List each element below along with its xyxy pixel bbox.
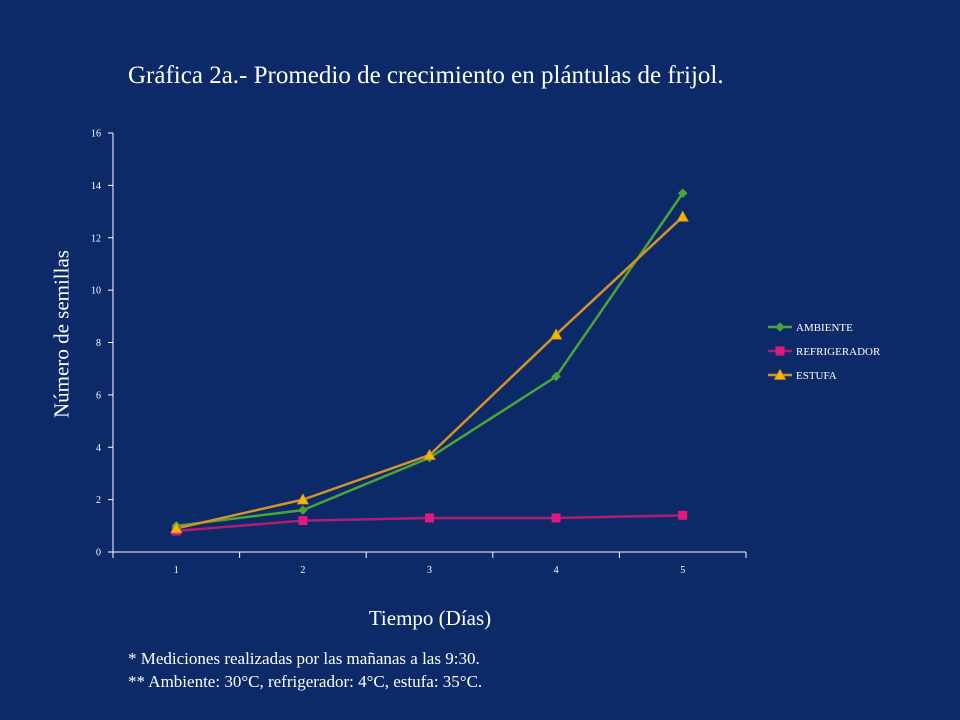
x-tick-label: 2: [300, 565, 305, 576]
footnote-time: * Mediciones realizadas por las mañanas …: [128, 649, 480, 668]
x-axis-label: Tiempo (Días): [368, 606, 492, 630]
y-tick-label: 4: [96, 443, 101, 454]
data-point-estufa: [423, 448, 436, 460]
y-tick-label: 16: [91, 129, 101, 140]
chart-title: Gráfica 2a.- Promedio de crecimiento en …: [128, 62, 724, 89]
y-tick-label: 2: [96, 495, 101, 506]
chart-series: [170, 188, 689, 536]
y-tick-label: 0: [96, 548, 101, 559]
series-line-ambiente: [176, 192, 684, 528]
x-tick-label: 5: [680, 565, 685, 576]
data-point-estufa: [549, 328, 563, 340]
legend-label-ambiente: AMBIENTE: [796, 322, 853, 334]
data-point-estufa: [296, 493, 310, 505]
data-point-estufa: [170, 522, 183, 534]
legend-marker: [775, 322, 785, 332]
legend-marker: [775, 346, 785, 356]
data-point-ambiente: [298, 505, 308, 515]
chart-legend: AMBIENTE REFRIGERADOR ESTUFA: [768, 322, 881, 382]
legend-label-refrigerador: REFRIGERADOR: [796, 346, 881, 358]
footnotes: * Mediciones realizadas por las mañanas …: [128, 647, 482, 693]
y-tick-label: 10: [91, 286, 101, 297]
footnote-temperatures: ** Ambiente: 30°C, refrigerador: 4°C, es…: [128, 672, 483, 691]
series-line-estufa: [176, 215, 684, 530]
x-tick-label: 1: [174, 565, 179, 576]
data-point-ambiente: [551, 371, 561, 382]
data-point-estufa: [676, 210, 689, 222]
y-tick-label: 12: [91, 233, 101, 244]
data-point-refrigerador: [298, 516, 308, 526]
x-tick-label: 4: [554, 565, 559, 576]
data-point-ambiente: [677, 188, 688, 199]
data-point-refrigerador: [425, 513, 434, 523]
x-tick-label: 3: [427, 565, 432, 576]
legend-marker: [773, 368, 787, 380]
y-tick-label: 6: [96, 390, 101, 401]
data-point-refrigerador: [678, 510, 688, 520]
y-tick-label: 8: [96, 338, 101, 349]
data-point-refrigerador: [551, 513, 561, 523]
y-tick-label: 14: [91, 181, 101, 192]
legend-label-estufa: ESTUFA: [796, 370, 837, 382]
